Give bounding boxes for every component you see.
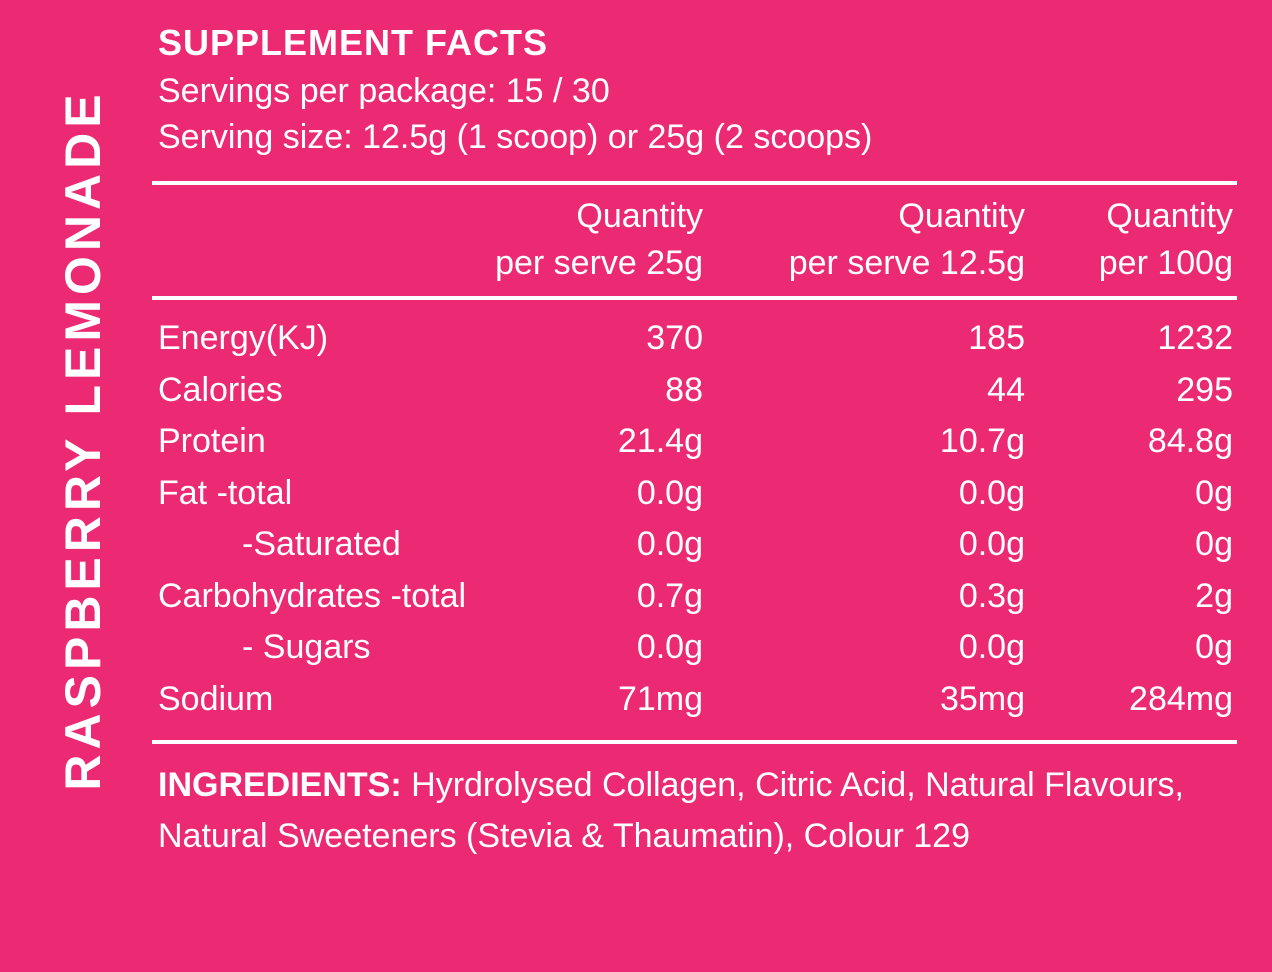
ingredients: INGREDIENTS: Hyrdrolysed Collagen, Citri… (158, 760, 1238, 862)
row-value: 295 (1176, 370, 1233, 409)
ingredients-label: INGREDIENTS: (158, 766, 402, 804)
row-label: Energy(KJ) (158, 319, 329, 357)
ingredients-text: Hyrdrolysed Collagen, Citric Acid, Natur… (158, 766, 1184, 855)
row-value: 0.0g (636, 525, 703, 563)
row-value: 0g (1195, 628, 1233, 666)
column-header: Quantity per 100g (1099, 193, 1233, 287)
table-row: Carbohydrates -total 0.7g 0.3g 2g (158, 571, 1233, 623)
rule (152, 740, 1237, 744)
row-label: Calories (158, 370, 283, 409)
row-value: 0.0g (958, 628, 1025, 666)
row-value: 2g (1195, 576, 1233, 615)
row-value: 0.7g (636, 576, 703, 615)
table-row: Sodium 71mg 35mg 284mg (158, 674, 1233, 726)
table-row: Energy(KJ) 370 185 1232 (158, 313, 1233, 365)
row-value: 21.4g (617, 422, 703, 460)
row-value: 84.8g (1147, 422, 1233, 460)
table-row: -Saturated 0.0g 0.0g 0g (158, 519, 1233, 571)
column-header-line: per serve 12.5g (788, 244, 1025, 282)
table-row: - Sugars 0.0g 0.0g 0g (158, 622, 1233, 674)
row-label: - Sugars (242, 628, 371, 666)
table-row: Fat -total 0.0g 0.0g 0g (158, 468, 1233, 520)
row-value: 0g (1195, 525, 1233, 563)
column-header: Quantity per serve 12.5g (789, 193, 1025, 287)
servings: Servings per package: 15 / 30 (158, 72, 610, 110)
row-value: 0.0g (958, 525, 1025, 563)
row-value: 88 (665, 370, 703, 409)
side-title: RASPBERRY LEMONADE (55, 89, 111, 791)
row-value: 1232 (1157, 319, 1233, 357)
title: SUPPLEMENT FACTS (158, 22, 549, 63)
rule (152, 296, 1237, 300)
row-value: 35mg (939, 679, 1025, 718)
row-label: Sodium (158, 679, 274, 718)
serving-size: Serving size: 12.5g (1 scoop) or 25g (2 … (158, 118, 873, 156)
row-value: 0g (1195, 473, 1233, 512)
column-header-line: per serve 25g (495, 244, 703, 282)
column-header-line: Quantity (576, 197, 703, 235)
column-header-line: Quantity (1106, 197, 1233, 235)
row-value: 0.0g (636, 628, 703, 666)
row-label: -Saturated (242, 525, 401, 563)
rule (152, 181, 1237, 185)
row-value: 44 (987, 370, 1025, 409)
row-value: 0.0g (636, 473, 703, 512)
row-value: 370 (646, 319, 703, 357)
row-label: Fat -total (158, 473, 293, 512)
row-value: 185 (968, 319, 1025, 357)
row-value: 0.3g (958, 576, 1025, 615)
table-row: Calories 88 44 295 (158, 365, 1233, 417)
row-value: 0.0g (958, 473, 1025, 512)
row-value: 71mg (617, 679, 703, 718)
row-value: 10.7g (939, 422, 1025, 460)
column-header: Quantity per serve 25g (495, 193, 703, 287)
row-label: Protein (158, 422, 266, 460)
row-value: 284mg (1129, 679, 1233, 718)
column-header-line: per 100g (1098, 244, 1233, 282)
column-header-line: Quantity (898, 197, 1025, 235)
row-label: Carbohydrates -total (158, 576, 467, 615)
table-row: Protein 21.4g 10.7g 84.8g (158, 416, 1233, 468)
